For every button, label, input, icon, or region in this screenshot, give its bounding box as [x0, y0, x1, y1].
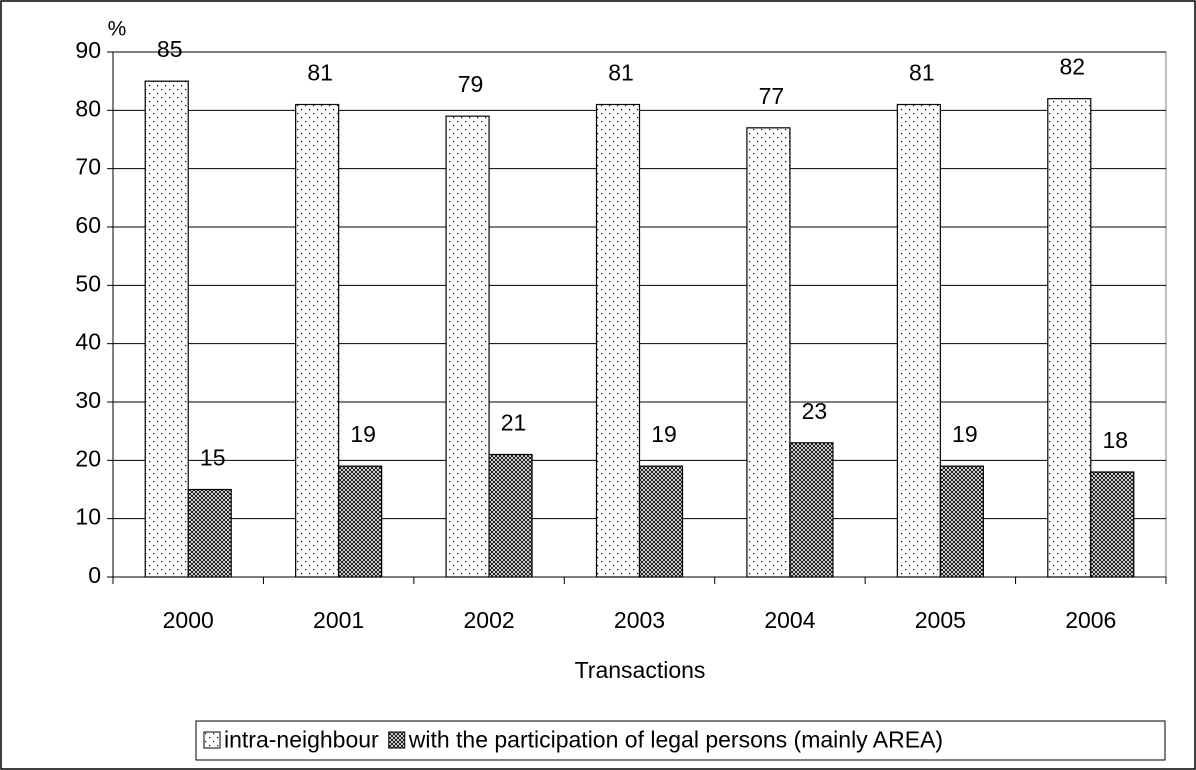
y-axis-label: %	[108, 18, 127, 41]
legend-swatch	[388, 731, 406, 749]
data-label: 19	[350, 421, 376, 447]
x-tick-label: 2003	[614, 607, 665, 633]
data-label: 18	[1102, 427, 1128, 453]
bar	[1047, 98, 1092, 578]
x-tick-label: 2001	[313, 607, 364, 633]
bar	[187, 488, 232, 578]
y-tick-label: 70	[75, 154, 101, 180]
x-tick-label: 2002	[463, 607, 514, 633]
bar	[445, 115, 490, 578]
legend-swatch	[203, 731, 221, 749]
legend-label: with the participation of legal persons …	[408, 727, 943, 753]
y-tick-label: 0	[88, 562, 101, 588]
bar	[488, 453, 533, 578]
data-label: 19	[651, 421, 677, 447]
y-tick-label: 20	[75, 445, 101, 471]
y-tick-label: 30	[75, 387, 101, 413]
data-label: 15	[200, 445, 226, 471]
data-label: 23	[802, 398, 828, 424]
data-label: 79	[458, 71, 484, 97]
x-tick-label: 2006	[1065, 607, 1116, 633]
y-tick-label: 10	[75, 504, 101, 530]
bar	[638, 465, 684, 578]
y-tick-label: 80	[75, 95, 101, 121]
y-tick-label: 90	[75, 37, 101, 63]
x-axis-label: Transactions	[575, 657, 706, 683]
data-label: 77	[759, 83, 785, 109]
bar	[1090, 471, 1135, 578]
bar	[338, 465, 383, 578]
data-label: 82	[1059, 54, 1085, 80]
x-tick-label: 2004	[764, 607, 815, 633]
data-label: 85	[157, 36, 183, 62]
x-tick-label: 2000	[163, 607, 214, 633]
bar	[789, 442, 834, 578]
bar	[939, 465, 984, 578]
legend-label: intra-neighbour	[224, 727, 379, 753]
data-label: 19	[952, 421, 978, 447]
data-label: 81	[909, 60, 935, 86]
bar	[295, 103, 340, 578]
bar	[144, 80, 189, 578]
bar	[595, 103, 641, 578]
x-tick-label: 2005	[915, 607, 966, 633]
y-tick-label: 60	[75, 212, 101, 238]
legend-box	[195, 720, 1166, 761]
y-tick-label: 40	[75, 329, 101, 355]
data-label: 21	[501, 410, 527, 436]
bar	[896, 103, 941, 578]
bar	[746, 127, 791, 578]
y-tick-label: 50	[75, 270, 101, 296]
data-label: 81	[608, 60, 634, 86]
data-label: 81	[307, 60, 333, 86]
